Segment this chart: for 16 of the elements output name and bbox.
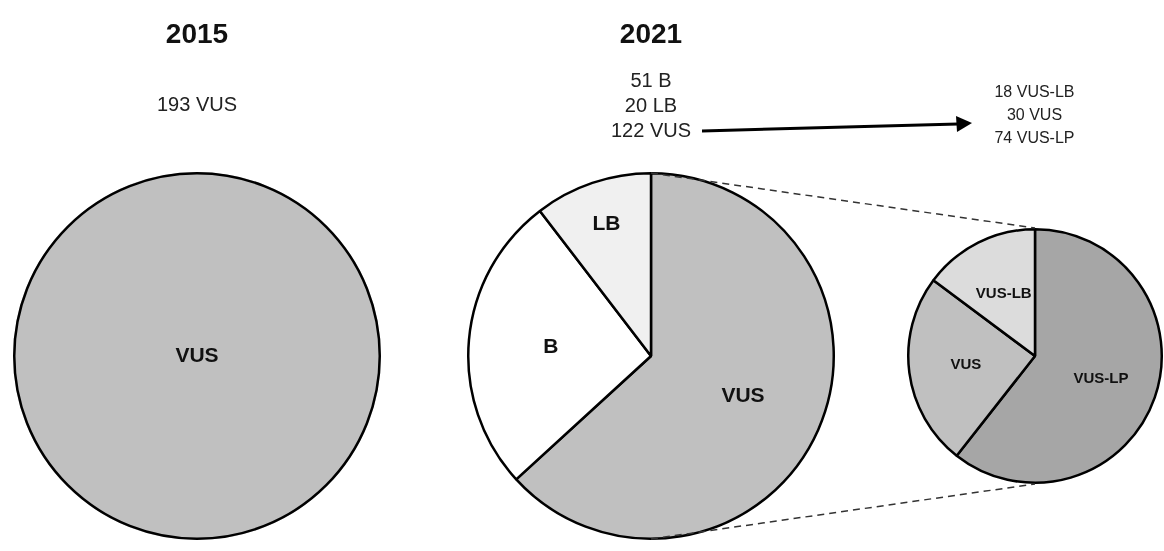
slice-label: VUS <box>175 342 219 366</box>
chart-title: 2021 <box>618 18 684 50</box>
slice-label: VUS <box>950 355 982 373</box>
slice-label: VUS <box>721 383 765 407</box>
text: 51 B <box>629 68 673 93</box>
slice-label: VUS-LP <box>1073 368 1129 386</box>
slice-label: B <box>543 333 559 357</box>
text: 18 VUS-LB <box>993 82 1076 102</box>
text: 74 VUS-LP <box>993 128 1076 148</box>
text: 193 VUS <box>155 92 239 117</box>
text: 30 VUS <box>1005 105 1064 125</box>
text: 122 VUS <box>609 118 693 143</box>
chart-title: 2015 <box>164 18 230 50</box>
slice-label: VUS-LB <box>975 283 1032 301</box>
slice-label: LB <box>592 211 621 235</box>
text: 20 LB <box>623 93 679 118</box>
